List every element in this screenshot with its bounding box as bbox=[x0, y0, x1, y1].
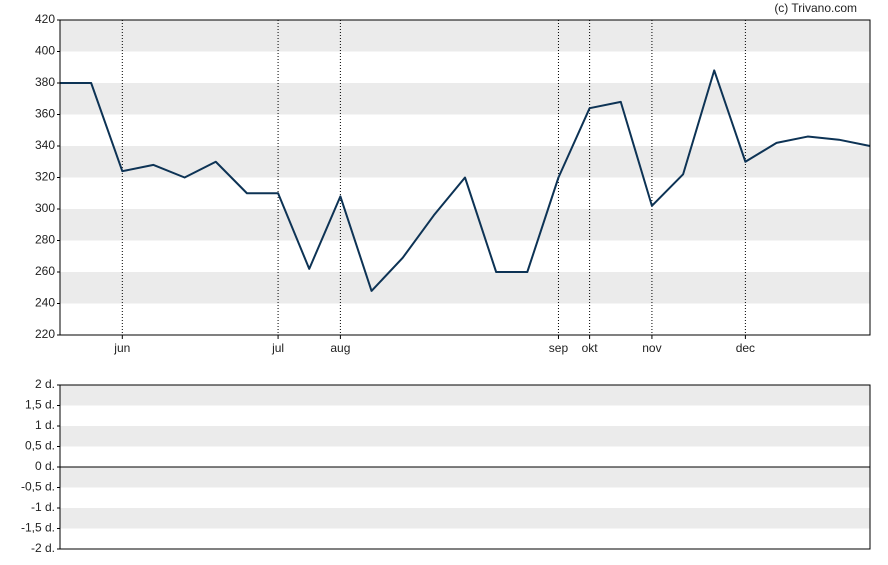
y-tick-label: -1,5 d. bbox=[21, 521, 55, 535]
x-tick-label: dec bbox=[736, 341, 755, 355]
y-tick-label: 1,5 d. bbox=[25, 398, 55, 412]
y-tick-label: 240 bbox=[35, 296, 55, 310]
grid-band bbox=[60, 467, 870, 488]
y-tick-label: 280 bbox=[35, 233, 55, 247]
grid-band bbox=[60, 20, 870, 52]
grid-band bbox=[60, 385, 870, 406]
y-tick-label: 360 bbox=[35, 107, 55, 121]
grid-band bbox=[60, 146, 870, 178]
x-tick-label: jun bbox=[113, 341, 130, 355]
y-tick-label: 2 d. bbox=[35, 377, 55, 391]
x-tick-label: nov bbox=[642, 341, 661, 355]
y-tick-label: 320 bbox=[35, 170, 55, 184]
y-tick-label: -2 d. bbox=[31, 541, 55, 555]
credit: (c) Trivano.com bbox=[774, 1, 857, 15]
y-tick-label: 400 bbox=[35, 44, 55, 58]
x-tick-label: jul bbox=[271, 341, 284, 355]
y-tick-label: 420 bbox=[35, 12, 55, 26]
y-tick-label: -1 d. bbox=[31, 500, 55, 514]
price-line bbox=[60, 69, 871, 292]
y-tick-label: 0 d. bbox=[35, 459, 55, 473]
grid-band bbox=[60, 426, 870, 447]
x-tick-label: okt bbox=[582, 341, 599, 355]
y-tick-label: 0,5 d. bbox=[25, 439, 55, 453]
y-tick-label: 220 bbox=[35, 327, 55, 341]
grid-band bbox=[60, 272, 870, 304]
x-tick-label: sep bbox=[549, 341, 569, 355]
grid-band bbox=[60, 83, 870, 115]
y-tick-label: 300 bbox=[35, 201, 55, 215]
grid-band bbox=[60, 508, 870, 529]
y-tick-label: 260 bbox=[35, 264, 55, 278]
plot-frame bbox=[59, 19, 871, 336]
x-tick-label: aug bbox=[330, 341, 350, 355]
y-tick-label: 1 d. bbox=[35, 418, 55, 432]
grid-band bbox=[60, 209, 870, 241]
plot-frame bbox=[59, 384, 871, 550]
y-tick-label: 340 bbox=[35, 138, 55, 152]
y-tick-label: 380 bbox=[35, 75, 55, 89]
y-tick-label: -0,5 d. bbox=[21, 480, 55, 494]
